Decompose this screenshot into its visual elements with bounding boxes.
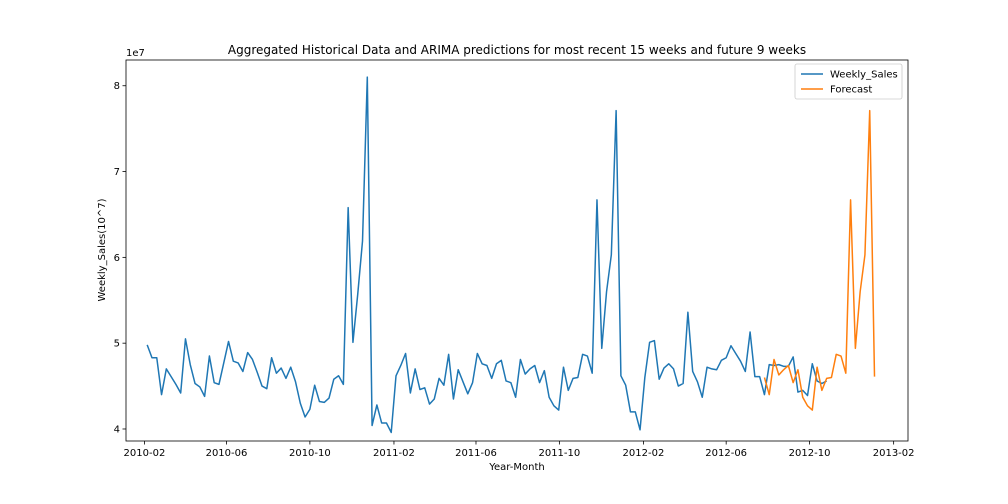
- x-tick-label: 2013-02: [873, 448, 915, 459]
- x-tick-label: 2011-10: [538, 448, 580, 459]
- plot-area: [125, 59, 909, 442]
- y-axis-multiplier: 1e7: [126, 48, 145, 59]
- y-tick-label: 4: [114, 424, 120, 435]
- x-tick-label: 2012-06: [705, 448, 747, 459]
- series-layer: [146, 76, 876, 434]
- x-axis-label: Year-Month: [488, 462, 544, 473]
- chart-title: Aggregated Historical Data and ARIMA pre…: [228, 43, 806, 57]
- axes-frame: [125, 59, 909, 442]
- y-axis-label: Weekly_Sales(10^7): [97, 198, 108, 301]
- x-tick-label: 2010-06: [206, 448, 248, 459]
- x-tick-label: 2012-10: [789, 448, 831, 459]
- legend-label-forecast: Forecast: [830, 85, 872, 96]
- series-line-forecast: [763, 109, 876, 411]
- legend: Weekly_Sales Forecast: [794, 63, 903, 100]
- y-tick-label: 7: [114, 167, 120, 178]
- x-tick-label: 2010-10: [289, 448, 331, 459]
- x-tick-label: 2012-02: [623, 448, 665, 459]
- y-tick-label: 8: [114, 81, 120, 92]
- y-tick-label: 5: [114, 339, 120, 350]
- y-axis: 4 5 6 7 8: [114, 81, 126, 435]
- legend-box: [794, 63, 903, 100]
- x-axis: 2010-02 2010-06 2010-10 2011-02 2011-06 2011-…: [124, 441, 915, 459]
- series-line-weekly-sales: [146, 76, 828, 434]
- x-tick-label: 2011-06: [455, 448, 497, 459]
- x-tick-label: 2011-02: [373, 448, 415, 459]
- x-tick-label: 2010-02: [124, 448, 166, 459]
- y-tick-label: 6: [114, 253, 120, 264]
- legend-label-weekly-sales: Weekly_Sales: [830, 70, 898, 81]
